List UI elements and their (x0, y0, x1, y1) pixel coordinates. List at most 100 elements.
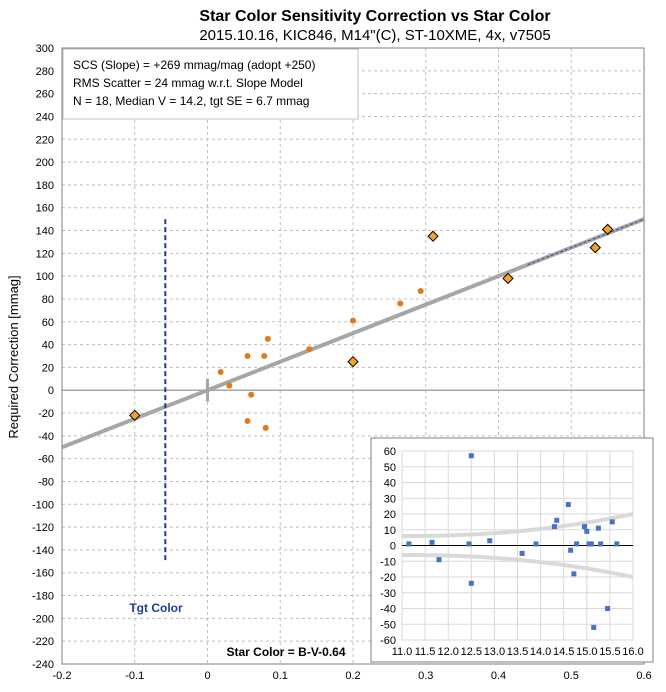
y-tick-label: 100 (36, 271, 54, 283)
inset-data-point (574, 541, 580, 547)
plot-border (61, 47, 645, 665)
data-point-circle (244, 418, 251, 425)
inset-data-point (609, 519, 615, 525)
data-point-diamond (129, 409, 141, 422)
inset-data-point (466, 541, 472, 547)
data-point-diamond (347, 355, 359, 368)
inset-data-point (584, 528, 590, 534)
data-point-circle (350, 317, 356, 324)
data-point-circle (248, 391, 255, 398)
inset-points-layer (406, 453, 620, 630)
x-axis-label: Star Color = B-V-0.64 (226, 645, 345, 659)
chart-title: Star Color Sensitivity Correction vs Sta… (199, 8, 550, 25)
x-tick-label: 0.4 (491, 670, 506, 682)
y-tick-label: 200 (36, 157, 54, 169)
inset-frame (370, 437, 654, 663)
inset-data-point (588, 541, 594, 547)
inset-grid-layer (401, 450, 634, 641)
y-tick-label: 180 (36, 180, 54, 192)
inset-y-tick-label: -40 (380, 604, 396, 616)
y-tick-label: 220 (36, 134, 54, 146)
inset-y-tick-label: -50 (380, 619, 396, 631)
inset-data-point (554, 517, 560, 523)
y-tick-label: -40 (38, 431, 54, 443)
y-tick-label: -120 (32, 522, 54, 534)
y-tick-label: -20 (38, 408, 54, 420)
y-tick-label: -180 (32, 591, 54, 603)
data-point-circle (262, 424, 269, 431)
inset-x-tick-label: 12.5 (461, 646, 482, 658)
y-tick-label: 240 (36, 111, 54, 123)
inset-y-tick-label: 0 (390, 541, 396, 553)
inset-y-tick-label: -60 (380, 635, 396, 647)
x-tick-label: 0.6 (636, 670, 651, 682)
inset-data-point (533, 541, 539, 547)
y-tick-label: 120 (36, 248, 54, 260)
inset-data-point (598, 541, 604, 547)
inset-y-tick-label: 20 (384, 509, 396, 521)
data-point-circle (244, 353, 251, 359)
inset-data-point (591, 624, 597, 630)
data-point-circle (217, 368, 224, 375)
inset-y-tick-label: 40 (384, 478, 396, 490)
data-point-diamond (589, 241, 601, 254)
chart-subtitle: 2015.10.16, KIC846, M14"(C), ST-10XME, 4… (199, 27, 550, 44)
inset-y-tick-label: 30 (384, 493, 396, 505)
inset-y-tick-label: 60 (384, 446, 396, 458)
data-point-diamond (601, 223, 614, 236)
inset-data-point (468, 453, 474, 459)
y-tick-label: -140 (32, 545, 54, 557)
inset-data-point (614, 541, 620, 547)
inset-data-point (487, 538, 493, 544)
dashed-fit-line (527, 218, 645, 266)
y-tick-label: 260 (36, 89, 54, 101)
inset-data-point (468, 580, 474, 586)
inset-x-tick-label: 11.5 (415, 646, 436, 658)
y-tick-label: -80 (38, 476, 54, 488)
inset-data-point (581, 524, 587, 530)
inset-data-point (595, 525, 601, 531)
inset-x-tick-label: 13.5 (507, 646, 528, 658)
inset-y-tick-label: -30 (380, 588, 396, 600)
y-axis-label: Required Correction [mmag] (6, 275, 21, 438)
inset-x-tick-label: 14.5 (553, 646, 574, 658)
x-tick-label: -0.1 (125, 670, 144, 682)
inset-data-point (568, 547, 574, 553)
inset-data-point (571, 571, 577, 577)
y-tick-label: -160 (32, 568, 54, 580)
x-tick-label: 0.2 (345, 670, 360, 682)
inset-ticks-layer: 11.0 11.5 12.0 12.5 13.0 13.5 14.0 14.5 15.0 15.5… (380, 446, 644, 658)
y-tick-label: -200 (32, 613, 54, 625)
data-point-diamond (502, 272, 514, 285)
y-tick-label: 20 (42, 362, 54, 374)
inset-data-point (519, 550, 525, 556)
y-tick-label: 300 (36, 43, 54, 55)
data-point-diamond (427, 230, 439, 242)
inset-data-point (605, 606, 611, 611)
inset-x-tick-label: 15.0 (576, 646, 597, 658)
inset-lines-layer (402, 512, 634, 579)
inset-y-tick-label: 10 (384, 525, 396, 537)
target-color-label: Tgt Color (129, 601, 183, 615)
inset-x-tick-label: 11.0 (392, 646, 413, 658)
x-tick-label: -0.2 (53, 670, 72, 682)
y-tick-label: 140 (36, 226, 54, 238)
inset-residual-chart: 11.0 11.5 12.0 12.5 13.0 13.5 14.0 14.5 15.0 15.5… (370, 437, 654, 663)
x-tick-label: 0.5 (564, 670, 579, 682)
inset-data-point (436, 557, 442, 563)
inset-data-point (429, 539, 435, 545)
annotation-line-2: RMS Scatter = 24 mmag w.r.t. Slope Model (73, 76, 303, 90)
y-tick-label: 0 (48, 385, 54, 397)
annotation-line-3: N = 18, Median V = 14.2, tgt SE = 6.7 mm… (73, 94, 309, 108)
inset-data-point (406, 541, 412, 547)
y-tick-label: 80 (42, 294, 54, 306)
y-tick-label: -240 (32, 659, 54, 671)
data-point-circle (306, 346, 313, 353)
inset-x-tick-label: 13.0 (484, 646, 505, 658)
x-tick-label: 0.1 (273, 670, 288, 682)
lines-layer (61, 217, 645, 562)
y-tick-label: 160 (36, 203, 54, 215)
inset-data-point (565, 502, 571, 508)
y-tick-label: 40 (42, 340, 54, 352)
